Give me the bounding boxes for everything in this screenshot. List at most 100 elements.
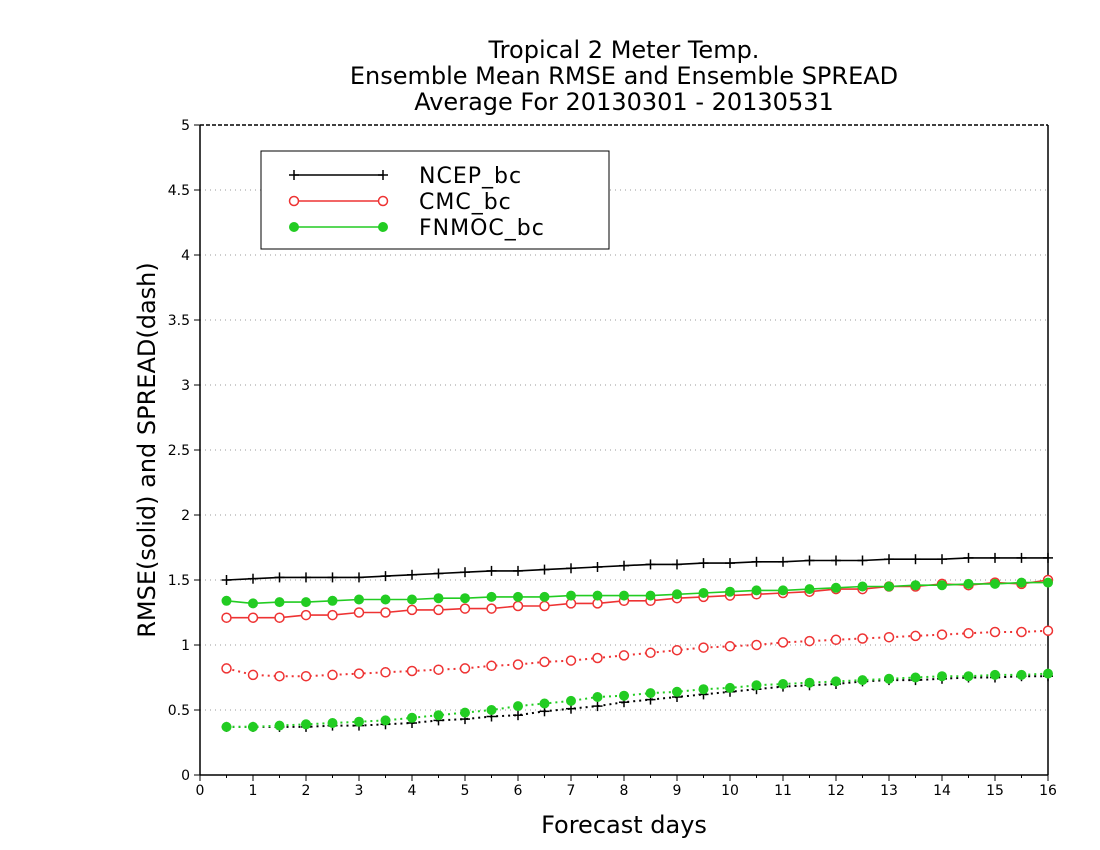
data-point	[460, 593, 470, 604]
y-tick-label: 1	[181, 638, 190, 654]
data-point	[353, 668, 365, 679]
data-point	[698, 642, 709, 653]
data-point	[566, 695, 576, 706]
data-point	[831, 676, 841, 687]
data-point	[804, 677, 815, 688]
data-point	[777, 637, 789, 648]
data-point	[221, 663, 232, 674]
data-point	[459, 603, 471, 614]
legend-box	[260, 150, 610, 250]
data-point	[248, 721, 258, 732]
data-point	[725, 586, 735, 597]
data-point	[327, 718, 338, 728]
data-point	[804, 635, 815, 647]
data-point	[1043, 577, 1053, 588]
x-tick-label: 13	[880, 783, 898, 799]
data-point	[327, 572, 338, 583]
data-point	[990, 669, 1000, 680]
series-ncep-bc	[221, 552, 1053, 585]
data-point	[1043, 668, 1053, 679]
y-axis-label: RMSE(solid) and SPREAD(dash)	[133, 262, 161, 638]
data-point	[566, 563, 576, 574]
data-point	[539, 656, 550, 668]
x-tick-label: 5	[461, 783, 470, 799]
legend-marker	[377, 195, 389, 207]
legend-marker	[378, 222, 388, 232]
data-point	[327, 595, 338, 606]
data-point	[513, 710, 523, 721]
data-point	[751, 556, 762, 567]
x-tick-label: 15	[986, 783, 1004, 799]
series-line	[226, 557, 1048, 581]
series-line	[226, 675, 1048, 728]
data-point	[937, 671, 947, 682]
data-point	[831, 555, 841, 566]
axes: 00.511.522.533.544.550 1 2 3 4 5 6 7 8 9 10 11 12 13 1…	[168, 118, 1057, 799]
data-point	[433, 604, 444, 616]
data-point	[618, 650, 630, 661]
x-tick-label: 6	[514, 783, 523, 799]
data-point	[460, 707, 470, 718]
legend-item-ncep-bc: NCEP_bc	[289, 164, 521, 189]
data-point	[380, 607, 391, 618]
data-point	[221, 612, 232, 623]
data-point	[274, 670, 285, 682]
data-point	[539, 698, 550, 709]
data-point	[963, 552, 974, 563]
series-fnmoc-bc-spread	[221, 668, 1053, 732]
x-tick-label: 7	[567, 783, 576, 799]
data-point	[857, 581, 868, 592]
chart-title-line-1: Tropical 2 Meter Temp.	[488, 36, 760, 64]
data-point	[247, 669, 259, 681]
series-fnmoc-bc	[221, 577, 1053, 609]
data-point	[380, 571, 391, 582]
data-point	[592, 652, 603, 664]
data-point	[512, 600, 524, 612]
data-point	[1043, 552, 1053, 563]
data-point	[804, 555, 815, 566]
data-point	[936, 629, 948, 640]
data-point	[433, 710, 444, 721]
x-tick-label: 14	[933, 783, 951, 799]
y-tick-label: 4.5	[168, 183, 190, 199]
gridlines	[200, 189, 1048, 711]
data-point	[963, 671, 974, 682]
data-point	[751, 585, 762, 596]
x-tick-label: 16	[1039, 783, 1057, 799]
data-point	[353, 607, 365, 618]
data-point	[672, 559, 682, 570]
data-point	[354, 716, 364, 727]
data-point	[751, 639, 762, 651]
data-point	[539, 591, 550, 602]
data-point	[274, 572, 285, 583]
data-point	[513, 591, 523, 602]
data-point	[910, 554, 921, 565]
data-point	[274, 597, 285, 608]
data-point	[486, 705, 497, 715]
legend-marker	[289, 222, 299, 232]
y-tick-label: 2	[181, 508, 190, 524]
data-point	[1016, 552, 1027, 563]
y-tick-label: 1.5	[168, 573, 190, 589]
data-point	[513, 701, 523, 712]
data-point	[989, 626, 1001, 638]
data-point	[937, 554, 947, 565]
x-tick-label: 0	[196, 783, 205, 799]
data-point	[963, 628, 974, 639]
data-point	[274, 612, 285, 623]
data-point	[910, 672, 921, 683]
data-point	[619, 560, 629, 571]
data-point	[380, 667, 391, 678]
chart-title-line-3: Average For 20130301 - 20130531	[414, 88, 834, 116]
data-point	[221, 721, 232, 732]
data-point	[407, 594, 417, 605]
x-tick-label: 11	[774, 783, 792, 799]
data-point	[990, 578, 1000, 589]
y-tick-label: 0	[181, 768, 190, 784]
data-point	[910, 580, 921, 591]
data-point	[406, 604, 418, 616]
data-point	[884, 554, 894, 565]
data-point	[672, 589, 682, 600]
